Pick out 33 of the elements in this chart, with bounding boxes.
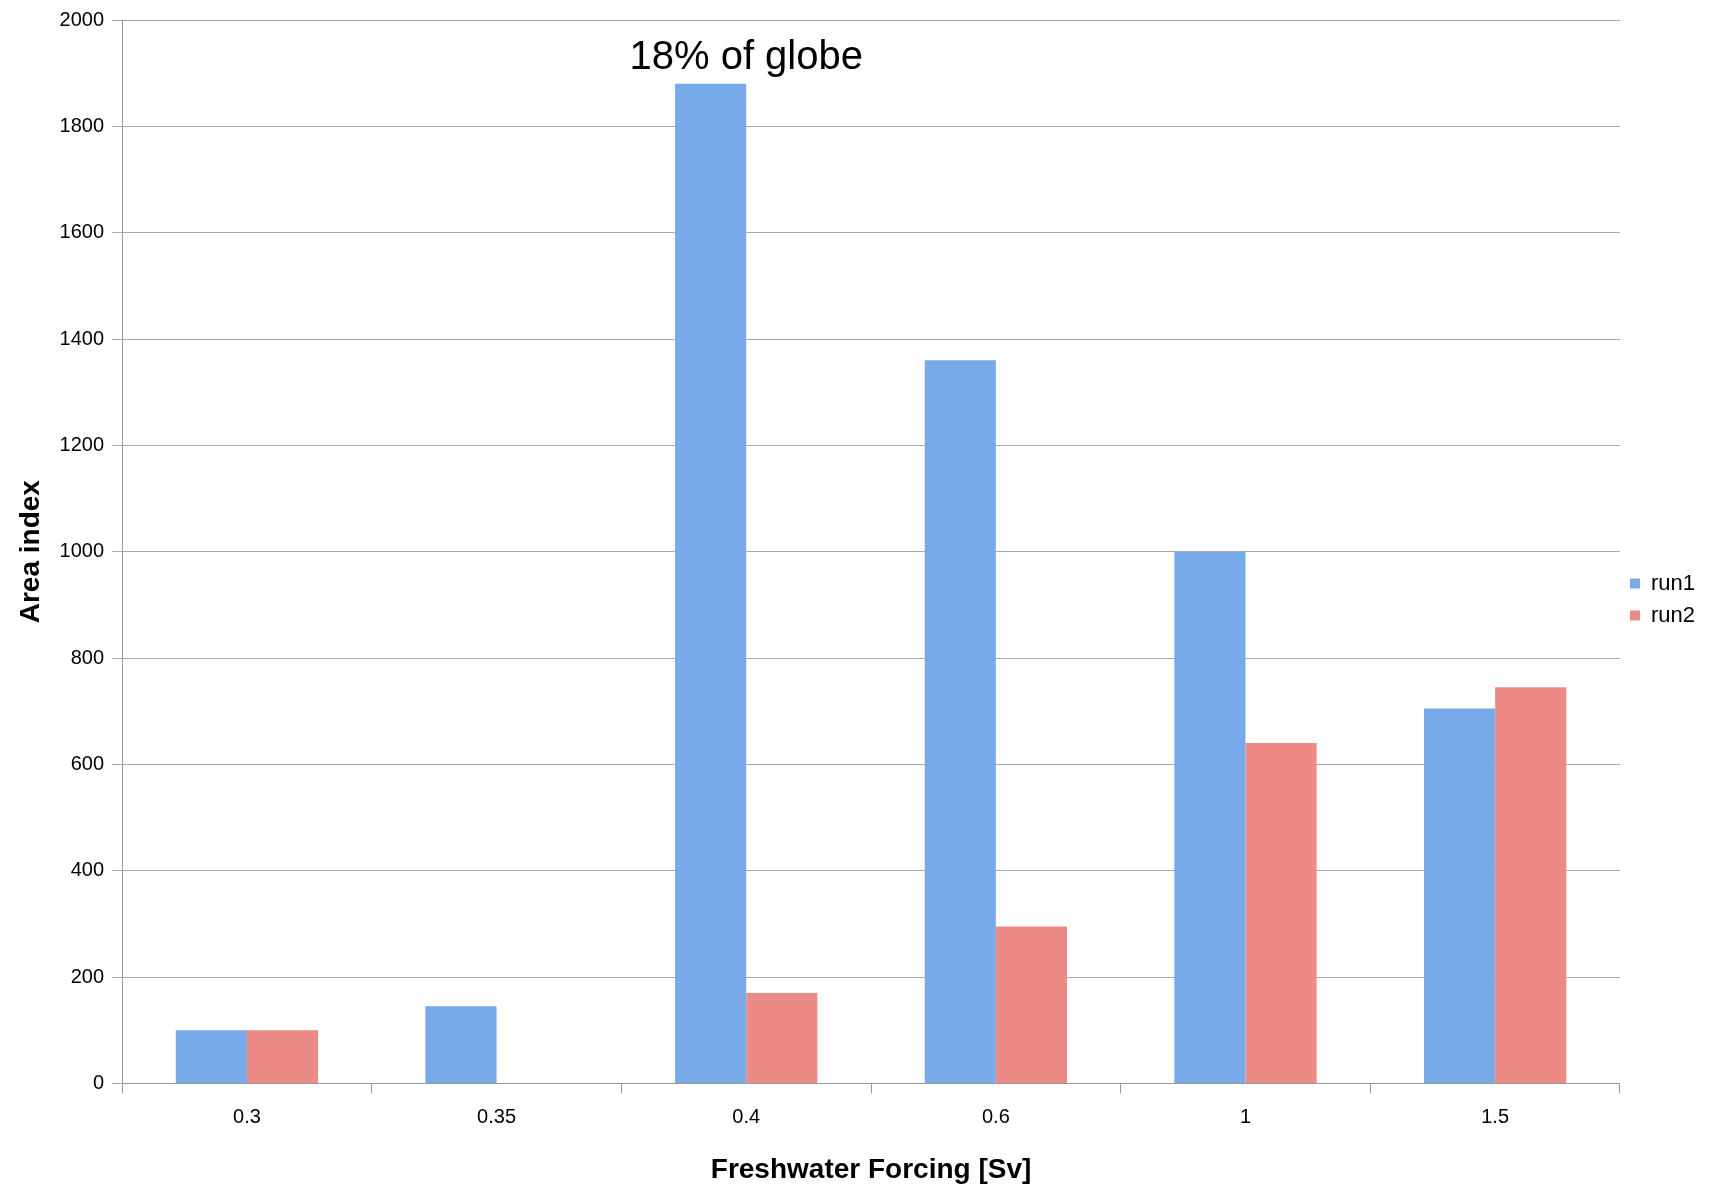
x-axis-title: Freshwater Forcing [Sv]: [710, 1152, 1032, 1184]
bar: [924, 360, 996, 1083]
y-tick-label: 200: [70, 964, 105, 987]
bar: [425, 1006, 497, 1083]
bar: [246, 1030, 319, 1083]
x-tick-label: 0.4: [732, 1104, 761, 1127]
y-tick-label: 1000: [59, 539, 105, 562]
y-tick-label: 400: [70, 858, 105, 881]
y-tick-label: 0: [92, 1070, 105, 1093]
bar: [746, 993, 818, 1083]
y-tick-label: 800: [70, 645, 105, 668]
x-tick-label: 0.35: [477, 1104, 517, 1127]
x-tick-label: 1.5: [1481, 1104, 1510, 1127]
legend-label: run1: [1650, 569, 1696, 595]
y-tick-label: 1400: [59, 326, 105, 349]
x-tick-label: 0.3: [233, 1104, 261, 1127]
legend-label: run2: [1650, 601, 1696, 627]
y-tick-label: 600: [70, 751, 105, 774]
bar: [1174, 551, 1246, 1083]
y-tick-label: 1800: [59, 113, 105, 136]
y-axis-title: Area index: [13, 479, 45, 624]
bar: [175, 1030, 247, 1083]
bar: [1424, 708, 1496, 1083]
bar: [675, 83, 747, 1083]
annotation: 18% of globe: [629, 32, 863, 77]
bar: [1245, 743, 1317, 1083]
y-tick-label: 1600: [59, 220, 105, 243]
x-tick-label: 1: [1239, 1104, 1252, 1127]
y-tick-label: 2000: [59, 7, 105, 30]
y-tick-label: 1200: [59, 432, 105, 455]
bar: [1495, 687, 1567, 1083]
bar: [995, 926, 1067, 1083]
x-tick-label: 0.6: [981, 1104, 1010, 1127]
